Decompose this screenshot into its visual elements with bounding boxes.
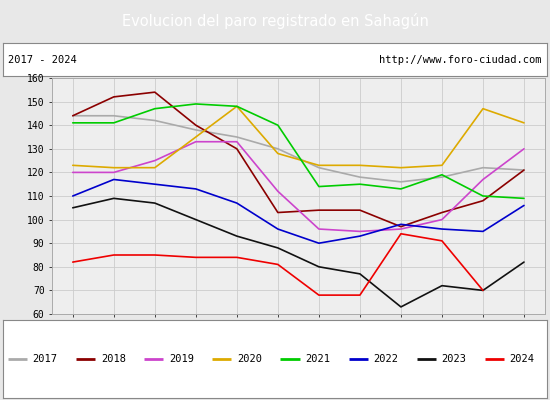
Text: 2023: 2023	[441, 354, 466, 364]
Text: Evolucion del paro registrado en Sahagún: Evolucion del paro registrado en Sahagún	[122, 13, 428, 29]
Text: 2018: 2018	[101, 354, 126, 364]
Text: 2022: 2022	[373, 354, 398, 364]
Text: 2024: 2024	[509, 354, 534, 364]
Text: http://www.foro-ciudad.com: http://www.foro-ciudad.com	[379, 55, 542, 65]
Text: 2019: 2019	[169, 354, 194, 364]
Text: 2021: 2021	[305, 354, 330, 364]
Text: 2020: 2020	[237, 354, 262, 364]
Text: 2017: 2017	[32, 354, 58, 364]
Text: 2017 - 2024: 2017 - 2024	[8, 55, 77, 65]
